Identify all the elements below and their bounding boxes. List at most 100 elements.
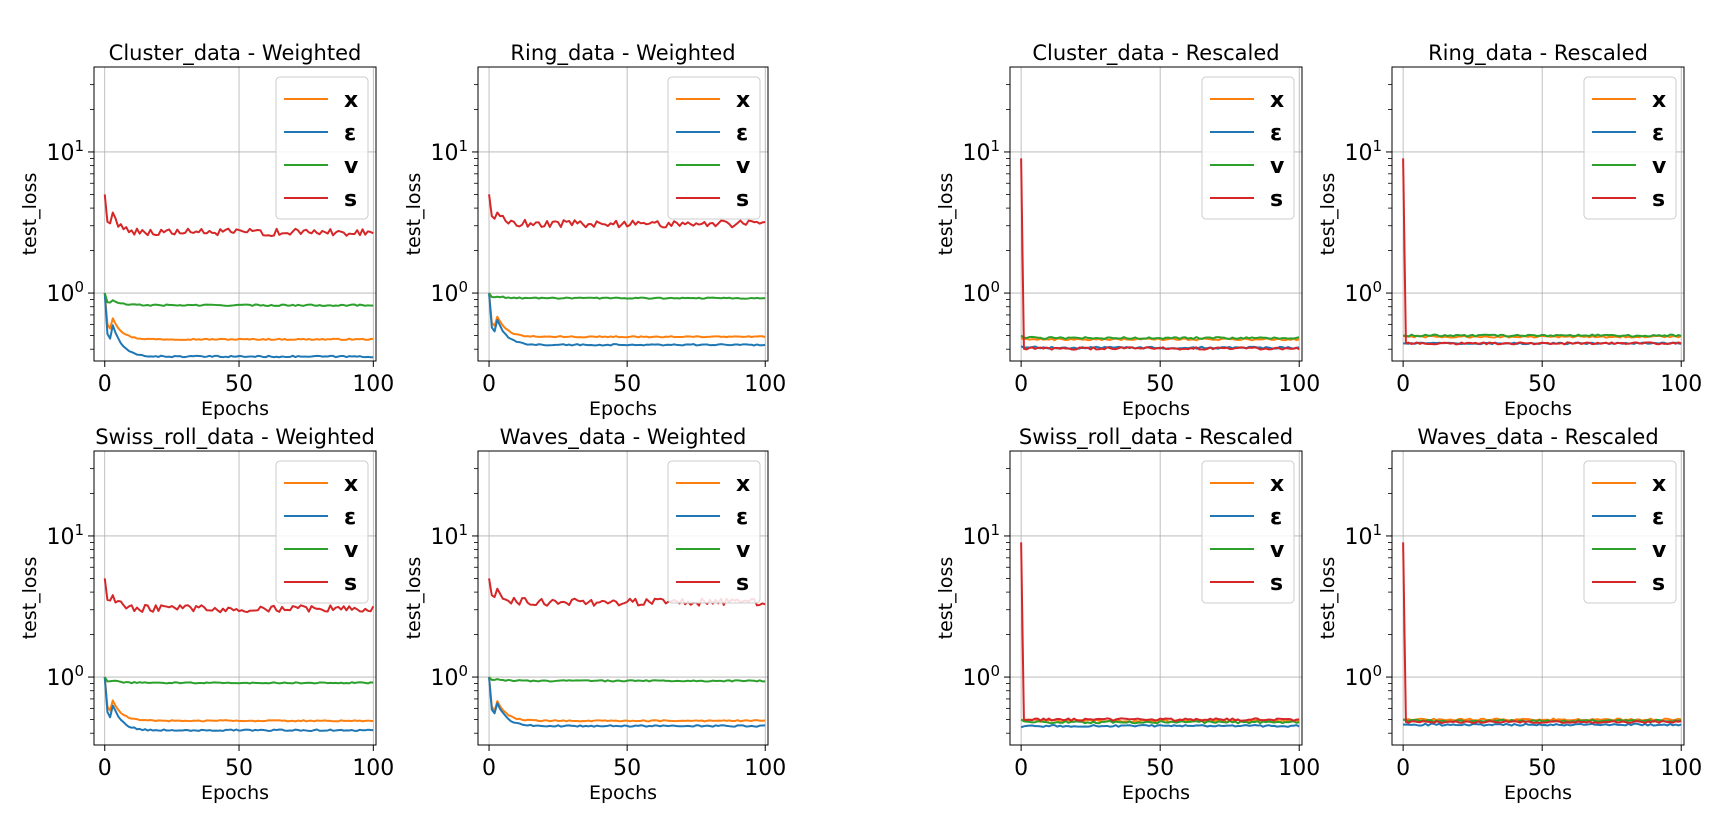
legend-box [275,76,369,220]
legend-label: s [736,571,749,596]
y-tick-label: 100 [430,278,468,307]
chart-panel: 0 50 100 100 101 Ring_data - Rescaled Epochs te… [1317,41,1702,420]
y-tick-label: 100 [46,662,84,691]
series-line-2 [488,676,766,683]
x-tick-label: 50 [1146,756,1174,781]
x-tick-label: 50 [225,372,253,397]
legend-label: s [1270,187,1283,212]
series-line-3 [1020,542,1300,722]
legend-box [667,76,761,220]
plot-frame [1009,66,1303,362]
x-tick-label: 100 [1660,372,1702,397]
x-tick-label: 0 [1396,756,1410,781]
y-axis-label: test_loss [19,173,41,256]
x-tick-label: 0 [98,372,112,397]
legend-label: v [736,538,751,563]
series-line-1 [103,292,374,359]
chart-panel: 0 50 100 100 101 Swiss_roll_data - Weighted Ep… [19,425,394,804]
series-line-0 [488,676,766,723]
legend-label: v [1270,538,1285,563]
legend-label: v [736,154,751,179]
chart-panel: 0 50 100 100 101 Ring_data - Weighted Epochs te… [403,41,786,420]
x-tick-label: 100 [1278,372,1320,397]
legend-box [667,460,761,604]
x-tick-label: 100 [744,756,786,781]
y-axis-label: test_loss [935,557,957,640]
y-axis-label: test_loss [1317,173,1339,256]
series-line-1 [103,676,374,732]
series-line-1 [1020,724,1300,729]
chart-title: Ring_data - Weighted [510,41,735,66]
chart-title: Ring_data - Rescaled [1428,41,1648,66]
plot-frame [1009,450,1303,746]
chart-title: Swiss_roll_data - Weighted [95,425,375,450]
chart-panel: 0 50 100 100 101 Waves_data - Weighted Epochs t… [403,425,786,804]
legend-label: v [1652,154,1667,179]
x-axis-label: Epochs [589,782,657,804]
series-line-0 [488,292,766,339]
series-line-3 [488,194,766,229]
x-tick-label: 100 [352,756,394,781]
y-tick-label: 101 [430,521,468,550]
legend-label: x [344,88,358,113]
legend-label: ε [1270,505,1282,530]
x-tick-label: 100 [352,372,394,397]
chart-title: Cluster_data - Rescaled [1032,41,1279,66]
chart-title: Waves_data - Weighted [500,425,747,450]
series-line-1 [1403,722,1682,727]
legend-box [1201,460,1295,604]
series-line-2 [103,676,374,685]
legend-label: s [344,571,357,596]
plot-frame [477,66,769,362]
y-tick-label: 101 [1344,521,1382,550]
series-line-3 [1020,158,1300,351]
y-tick-label: 100 [962,278,1000,307]
legend-box [1201,76,1295,220]
x-axis-label: Epochs [1122,782,1190,804]
plot-frame [477,450,769,746]
series-line-0 [103,676,374,723]
y-tick-label: 100 [1344,278,1382,307]
legend-label: s [736,187,749,212]
legend-label: x [736,88,750,113]
series-line-2 [103,292,374,307]
y-tick-label: 101 [46,137,84,166]
x-axis-label: Epochs [1504,398,1572,420]
legend-label: s [344,187,357,212]
y-tick-label: 100 [430,662,468,691]
legend-label: ε [1652,505,1664,530]
series-line-2 [1020,334,1300,340]
y-tick-label: 100 [46,278,84,307]
x-tick-label: 100 [1660,756,1702,781]
y-axis-label: test_loss [935,173,957,256]
x-tick-label: 0 [98,756,112,781]
legend-label: x [1270,88,1284,113]
series-line-2 [1020,718,1300,725]
series-line-1 [488,292,766,347]
y-tick-label: 101 [962,137,1000,166]
y-tick-label: 101 [962,521,1000,550]
y-axis-label: test_loss [403,557,425,640]
x-axis-label: Epochs [201,398,269,420]
legend-label: s [1652,187,1665,212]
legend-label: v [344,154,359,179]
y-axis-label: test_loss [403,173,425,256]
x-tick-label: 0 [1014,756,1028,781]
chart-panel: 0 50 100 100 101 Swiss_roll_data - Rescaled Ep… [935,425,1320,804]
plot-frame [1391,450,1685,746]
chart-panel: 0 50 100 100 101 Waves_data - Rescaled Epochs t… [1317,425,1702,804]
legend-label: s [1652,571,1665,596]
chart-title: Swiss_roll_data - Rescaled [1019,425,1293,450]
plot-frame [93,450,377,746]
y-axis-label: test_loss [19,557,41,640]
series-line-1 [488,676,766,728]
legend-label: ε [736,505,748,530]
legend-label: x [344,472,358,497]
series-line-0 [103,292,374,341]
y-tick-label: 100 [962,662,1000,691]
x-tick-label: 100 [744,372,786,397]
chart-panel: 0 50 100 100 101 Cluster_data - Rescaled Epoch… [935,41,1320,420]
legend-label: v [344,538,359,563]
x-tick-label: 50 [1146,372,1174,397]
